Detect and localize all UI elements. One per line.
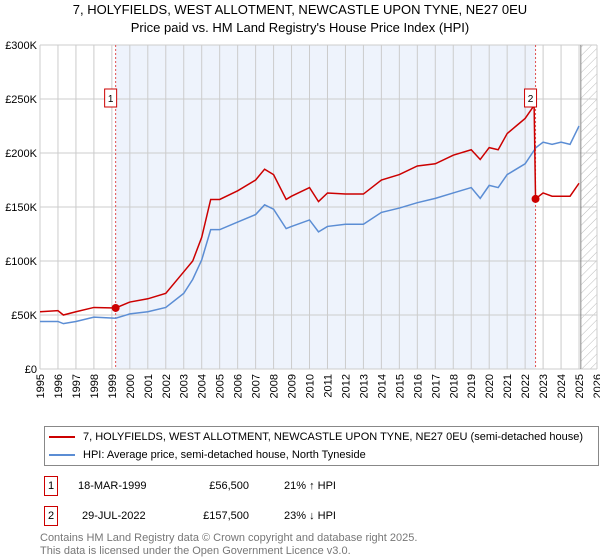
x-tick-label: 1998: [89, 374, 101, 398]
sale-badge-box: [524, 88, 538, 108]
y-tick-label: £50K: [11, 310, 37, 322]
price-chart: 1995 1996 1997 1998 1999 2000 2001 2002 2003 2004…: [5, 40, 600, 398]
x-tick-label: 1996: [53, 374, 65, 398]
x-tick-label: 1995: [35, 374, 47, 398]
x-tick-label: 2010: [305, 374, 317, 398]
x-tick-label: 2024: [556, 374, 568, 398]
footer-line: Contains HM Land Registry data © Crown c…: [40, 532, 418, 544]
y-tick-label: £250K: [5, 94, 37, 106]
x-tick-label: 1997: [71, 374, 83, 398]
x-tick-label: 2017: [430, 374, 442, 398]
chart-legend: 7, HOLYFIELDS, WEST ALLOTMENT, NEWCASTLE…: [44, 426, 599, 466]
price-paid-line: [39, 103, 580, 316]
sale-point: [111, 303, 120, 312]
y-tick-label: £200K: [5, 148, 37, 160]
legend-item-property: 7, HOLYFIELDS, WEST ALLOTMENT, NEWCASTLE…: [49, 430, 594, 444]
sale-price: £157,500: [203, 510, 249, 522]
x-tick-label: 2015: [394, 374, 406, 398]
x-tick-label: 2005: [215, 374, 227, 398]
sale-badge-label: 2: [528, 94, 534, 105]
sale-badge: 2: [44, 506, 58, 526]
x-tick-label: 2012: [340, 374, 352, 398]
sale-price: £56,500: [209, 480, 249, 492]
sale-hpi-diff: 21% ↑ HPI: [284, 480, 336, 492]
x-tick-label: 2022: [520, 374, 532, 398]
lower-section: 7, HOLYFIELDS, WEST ALLOTMENT, NEWCASTLE…: [40, 426, 599, 558]
x-tick-label: 2016: [412, 374, 424, 398]
x-tick-label: 2013: [358, 374, 370, 398]
sale-date: 29-JUL-2022: [82, 510, 146, 522]
x-tick-label: 2018: [448, 374, 460, 398]
chart-subtitle: Price paid vs. HM Land Registry's House …: [130, 20, 470, 35]
legend-swatch-blue: [49, 454, 75, 456]
x-tick-label: 2007: [251, 374, 263, 398]
sale-badge-box: [104, 88, 118, 108]
sale-row-2: 2 29-JUL-2022 £157,500 23% ↓ HPI: [44, 506, 464, 526]
x-tick-label: 2026: [592, 374, 600, 398]
y-tick-label: £100K: [5, 256, 37, 268]
x-tick-label: 2002: [161, 374, 173, 398]
x-tick-label: 2021: [502, 374, 514, 398]
x-tick-label: 2023: [538, 374, 550, 398]
hpi-line: [40, 125, 580, 325]
x-tick-label: 2001: [143, 374, 155, 398]
x-tick-label: 2004: [197, 374, 209, 398]
x-tick-label: 2019: [466, 374, 478, 398]
y-tick-label: £300K: [5, 40, 37, 52]
x-tick-label: 1999: [107, 374, 119, 398]
x-tick-label: 2008: [269, 374, 281, 398]
x-tick-label: 2025: [574, 374, 586, 398]
x-tick-label: 2003: [179, 374, 191, 398]
sale-point: [531, 194, 540, 203]
x-tick-label: 2009: [287, 374, 299, 398]
x-tick-label: 2011: [322, 374, 334, 398]
x-tick-label: 2020: [484, 374, 496, 398]
footer-line: This data is licensed under the Open Gov…: [40, 545, 351, 557]
sale-row-1: 1 18-MAR-1999 £56,500 21% ↑ HPI: [44, 476, 464, 496]
y-tick-label: £0: [25, 364, 37, 376]
legend-item-hpi: HPI: Average price, semi-detached house,…: [49, 448, 594, 462]
sale-date: 18-MAR-1999: [78, 480, 147, 492]
chart-title: 7, HOLYFIELDS, WEST ALLOTMENT, NEWCASTLE…: [72, 2, 528, 17]
sale-badge: 1: [44, 476, 58, 496]
legend-swatch-red: [49, 436, 75, 438]
x-tick-label: 2014: [376, 374, 388, 398]
x-tick-label: 2000: [125, 374, 137, 398]
sale-hpi-diff: 23% ↓ HPI: [284, 510, 336, 522]
legend-label: HPI: Average price, semi-detached house,…: [83, 449, 366, 461]
x-tick-label: 2006: [233, 374, 245, 398]
footer: Contains HM Land Registry data © Crown c…: [40, 532, 599, 558]
legend-label: 7, HOLYFIELDS, WEST ALLOTMENT, NEWCASTLE…: [83, 431, 584, 443]
sale-badge-label: 1: [108, 94, 114, 105]
y-tick-label: £150K: [5, 202, 37, 214]
